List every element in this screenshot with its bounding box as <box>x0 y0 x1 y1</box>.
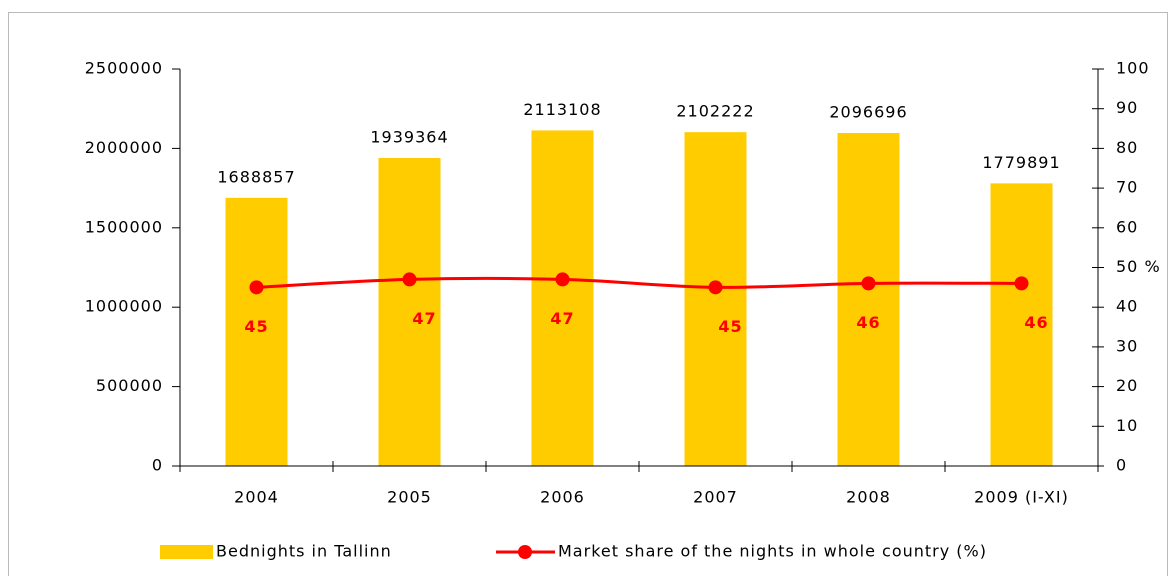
y2-tick-label: 30 <box>1116 336 1138 355</box>
y-tick-label: 2000000 <box>85 138 163 157</box>
line-value-label: 46 <box>856 313 880 332</box>
y2-tick-label: 70 <box>1116 178 1138 197</box>
y2-tick-label: 100 <box>1116 59 1150 78</box>
x-tick-label: 2008 <box>846 488 891 507</box>
y2-tick-label: 80 <box>1116 138 1138 157</box>
line-marker <box>555 272 570 287</box>
line-marker <box>249 280 264 295</box>
y-tick-label: 1000000 <box>85 297 163 316</box>
bar-value-label: 1688857 <box>217 167 295 186</box>
y-tick-label: 0 <box>152 456 163 475</box>
line-marker <box>402 272 417 287</box>
line-value-label: 45 <box>718 317 742 336</box>
legend-marker <box>518 545 532 559</box>
x-tick-label: 2007 <box>693 488 738 507</box>
legend-swatch <box>160 545 213 559</box>
bar <box>378 158 441 466</box>
y2-tick-label: 40 <box>1116 297 1138 316</box>
bar-value-label: 2102222 <box>676 102 754 121</box>
y2-tick-label: 10 <box>1116 416 1138 435</box>
bar <box>990 183 1053 466</box>
x-tick-label: 2006 <box>540 488 585 507</box>
bar-value-label: 1779891 <box>982 153 1060 172</box>
y2-tick-label: 50 % <box>1116 257 1161 276</box>
bar <box>837 133 900 466</box>
legend-label: Bednights in Tallinn <box>216 542 392 561</box>
bar-value-label: 2113108 <box>523 100 601 119</box>
legend-label: Market share of the nights in whole coun… <box>558 542 987 561</box>
bar <box>225 197 288 466</box>
x-tick-label: 2004 <box>234 488 279 507</box>
line-value-label: 47 <box>412 309 436 328</box>
y-tick-label: 2500000 <box>85 59 163 78</box>
y2-tick-label: 90 <box>1116 98 1138 117</box>
x-tick-label: 2009 (I-XI) <box>974 488 1069 507</box>
y-tick-label: 500000 <box>96 376 163 395</box>
line-value-label: 46 <box>1024 313 1048 332</box>
y2-tick-label: 20 <box>1116 376 1138 395</box>
line <box>256 276 1022 289</box>
line-marker <box>861 276 876 291</box>
x-tick-label: 2005 <box>387 488 432 507</box>
bar-value-label: 2096696 <box>829 103 907 122</box>
y2-tick-label: 0 <box>1116 456 1127 475</box>
line-value-label: 47 <box>550 309 574 328</box>
line-value-label: 45 <box>244 317 268 336</box>
bar <box>684 132 747 466</box>
bar-value-label: 1939364 <box>370 128 448 147</box>
bar <box>531 130 594 466</box>
y2-tick-label: 60 <box>1116 217 1138 236</box>
line-marker <box>708 280 723 295</box>
y-tick-label: 1500000 <box>85 217 163 236</box>
line-marker <box>1014 276 1029 291</box>
